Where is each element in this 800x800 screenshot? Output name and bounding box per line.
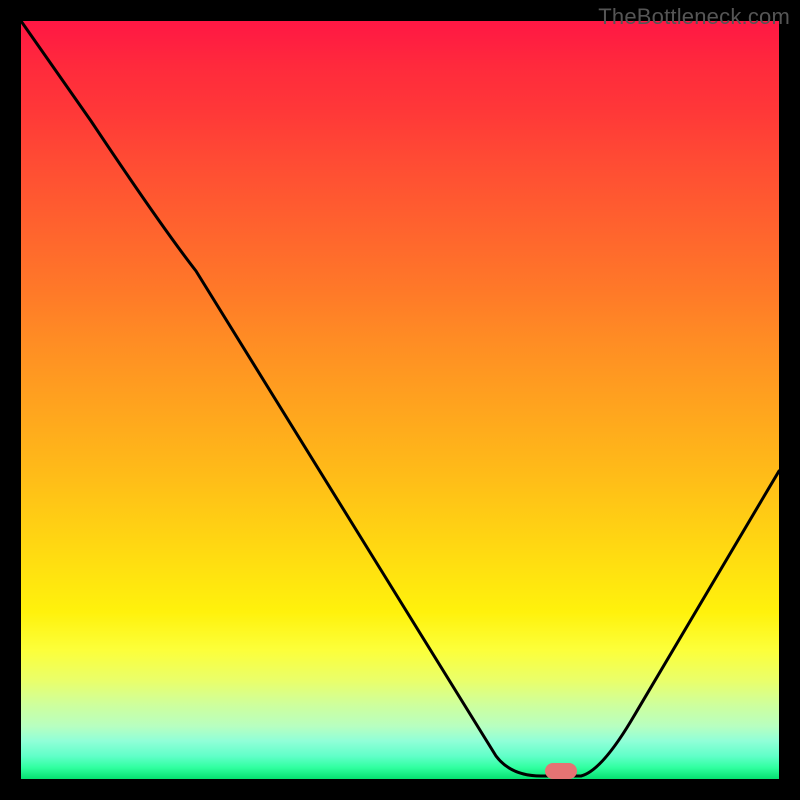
plot-area [21, 21, 779, 779]
bottleneck-curve [21, 21, 779, 776]
optimum-marker [545, 763, 577, 779]
watermark-text: TheBottleneck.com [598, 4, 790, 30]
chart-container: TheBottleneck.com [0, 0, 800, 800]
curve-svg [21, 21, 779, 779]
